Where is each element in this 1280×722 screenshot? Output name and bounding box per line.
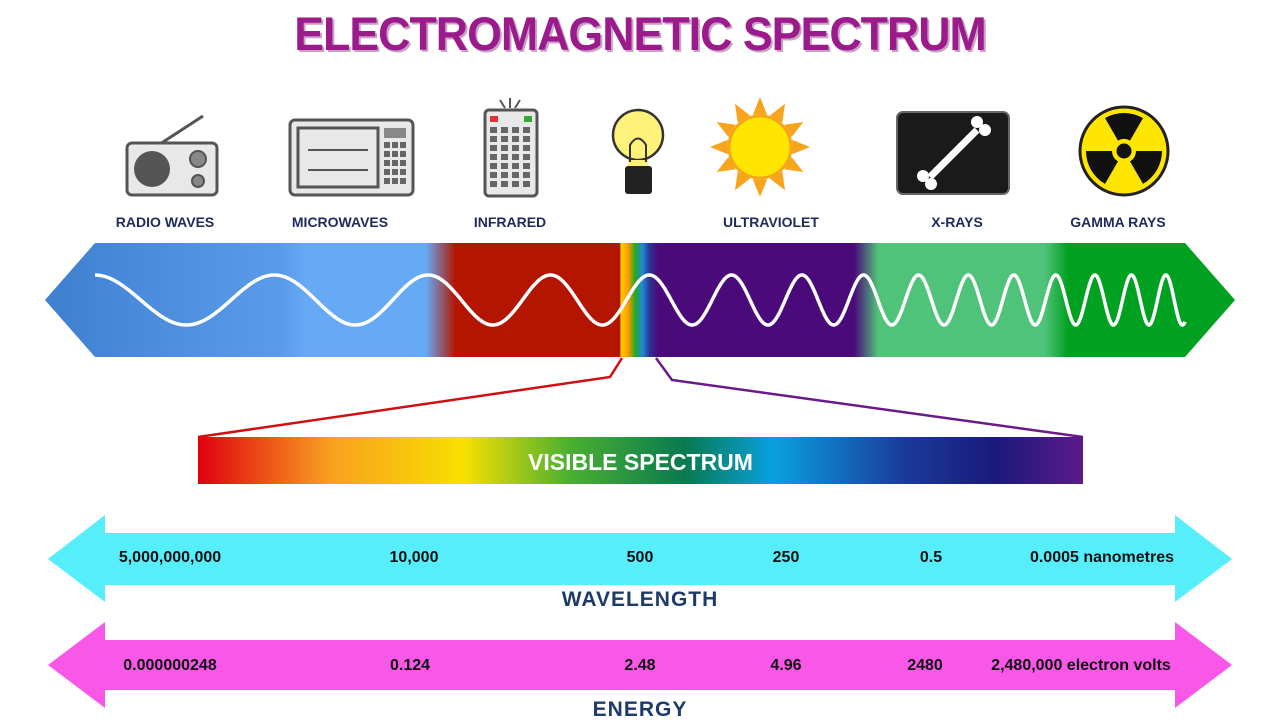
wavelength-tick: 0.0005 nanometres — [1029, 549, 1175, 566]
wavelength-tick: 500 — [626, 549, 654, 566]
energy-title: ENERGY — [592, 698, 688, 721]
bone-xray-icon — [896, 111, 1010, 195]
label-x-rays: X-RAYS — [931, 214, 983, 230]
wavelength-tick: 250 — [772, 549, 800, 566]
label-ultraviolet: ULTRAVIOLET — [723, 214, 819, 230]
energy-tick: 2480 — [907, 657, 943, 674]
wavelength-tick: 5,000,000,000 — [118, 549, 222, 566]
wavelength-tick: 10,000 — [389, 549, 439, 566]
energy-tick: 0.124 — [389, 657, 431, 674]
wavelength-arrow — [48, 515, 1232, 602]
sun-icon — [710, 97, 810, 197]
label-radio-waves: RADIO WAVES — [115, 214, 215, 230]
visible-spectrum-bar — [198, 437, 1083, 484]
label-microwaves: MICROWAVES — [291, 214, 389, 230]
page-title: ELECTROMAGNETIC SPECTRUM — [294, 7, 987, 60]
microwave-icon — [288, 118, 415, 197]
visible-spectrum-label: VISIBLE SPECTRUM — [528, 449, 753, 475]
label-infrared: INFRARED — [473, 214, 547, 230]
wavelength-tick: 0.5 — [919, 549, 943, 566]
wave-line — [95, 273, 1187, 327]
remote-control-icon — [483, 98, 539, 198]
violet-connector-line — [654, 357, 1084, 439]
light-bulb-icon — [611, 108, 665, 194]
energy-tick: 2,480,000 electron volts — [991, 657, 1171, 674]
radiation-icon — [1078, 105, 1170, 197]
energy-tick: 0.000000248 — [123, 657, 217, 674]
spectrum-band — [45, 243, 1235, 357]
energy-tick: 2.48 — [624, 657, 656, 674]
wavelength-title: WAVELENGTH — [561, 588, 719, 611]
radio-icon — [125, 114, 219, 197]
energy-arrow — [48, 622, 1232, 708]
label-gamma-rays: GAMMA RAYS — [1070, 214, 1166, 230]
energy-tick: 4.96 — [770, 657, 802, 674]
red-connector-line — [197, 357, 624, 439]
